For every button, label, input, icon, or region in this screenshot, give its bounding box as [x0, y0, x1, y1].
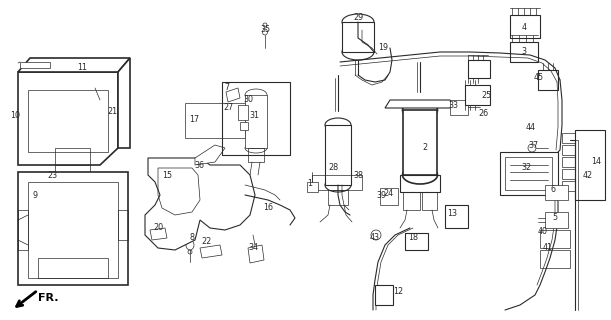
Polygon shape: [403, 110, 437, 175]
Text: 22: 22: [202, 237, 212, 246]
Text: 11: 11: [77, 63, 87, 73]
Text: 44: 44: [526, 124, 536, 132]
Text: 25: 25: [481, 91, 491, 100]
Polygon shape: [18, 172, 128, 285]
Text: 41: 41: [543, 244, 553, 252]
Polygon shape: [445, 205, 468, 228]
Text: 6: 6: [551, 186, 555, 195]
Text: 45: 45: [534, 74, 544, 83]
Polygon shape: [325, 125, 351, 185]
Text: 13: 13: [447, 209, 457, 218]
Text: 34: 34: [248, 244, 258, 252]
Polygon shape: [150, 228, 167, 240]
Text: 42: 42: [583, 171, 593, 180]
Polygon shape: [18, 58, 130, 72]
Polygon shape: [28, 90, 108, 152]
Text: 32: 32: [521, 164, 531, 172]
Text: 31: 31: [249, 110, 259, 119]
Polygon shape: [245, 95, 267, 148]
Polygon shape: [465, 85, 490, 105]
Text: 24: 24: [383, 188, 393, 197]
Polygon shape: [380, 188, 398, 205]
Polygon shape: [538, 70, 558, 90]
Text: 17: 17: [189, 116, 199, 124]
Text: 43: 43: [370, 233, 380, 242]
Polygon shape: [385, 100, 455, 108]
Text: 29: 29: [353, 13, 363, 22]
Text: 33: 33: [448, 100, 458, 109]
Polygon shape: [545, 212, 568, 228]
Text: 1: 1: [307, 179, 312, 188]
Text: 35: 35: [260, 26, 270, 35]
Text: 21: 21: [107, 108, 117, 116]
Text: 15: 15: [162, 171, 172, 180]
Text: 26: 26: [478, 108, 488, 117]
Text: 19: 19: [378, 44, 388, 52]
Polygon shape: [468, 60, 490, 78]
Polygon shape: [145, 158, 255, 250]
Polygon shape: [405, 233, 428, 250]
Text: 10: 10: [10, 110, 20, 119]
Polygon shape: [248, 245, 264, 263]
Polygon shape: [238, 105, 248, 120]
Polygon shape: [226, 88, 240, 102]
Text: 30: 30: [243, 95, 253, 105]
Text: 14: 14: [591, 157, 601, 166]
Text: 39: 39: [376, 190, 386, 199]
Polygon shape: [200, 245, 222, 258]
Polygon shape: [20, 62, 50, 68]
Polygon shape: [118, 58, 130, 148]
Polygon shape: [240, 122, 248, 130]
Text: 40: 40: [538, 228, 548, 236]
Text: 36: 36: [194, 161, 204, 170]
Polygon shape: [307, 182, 318, 192]
Text: 18: 18: [408, 234, 418, 243]
Polygon shape: [510, 42, 538, 62]
Polygon shape: [510, 15, 540, 38]
Text: 38: 38: [353, 171, 363, 180]
Text: 16: 16: [263, 203, 273, 212]
Polygon shape: [18, 72, 118, 165]
Text: 37: 37: [528, 140, 538, 149]
Text: 7: 7: [224, 84, 230, 92]
Polygon shape: [575, 130, 605, 200]
Polygon shape: [450, 100, 468, 115]
Text: 9: 9: [32, 190, 37, 199]
Polygon shape: [28, 182, 118, 278]
Text: 8: 8: [189, 234, 194, 243]
Text: 27: 27: [223, 102, 233, 111]
Polygon shape: [500, 152, 558, 195]
Text: 20: 20: [153, 223, 163, 233]
Text: 3: 3: [522, 47, 527, 57]
Text: 2: 2: [422, 143, 428, 153]
Text: 23: 23: [47, 171, 57, 180]
Polygon shape: [195, 145, 225, 165]
Polygon shape: [545, 185, 568, 200]
Text: 12: 12: [393, 287, 403, 297]
Text: FR.: FR.: [38, 293, 59, 303]
Polygon shape: [375, 285, 393, 305]
Polygon shape: [342, 22, 374, 52]
Polygon shape: [185, 103, 245, 138]
Text: 5: 5: [552, 213, 558, 222]
Text: 4: 4: [522, 23, 527, 33]
Text: 28: 28: [328, 164, 338, 172]
